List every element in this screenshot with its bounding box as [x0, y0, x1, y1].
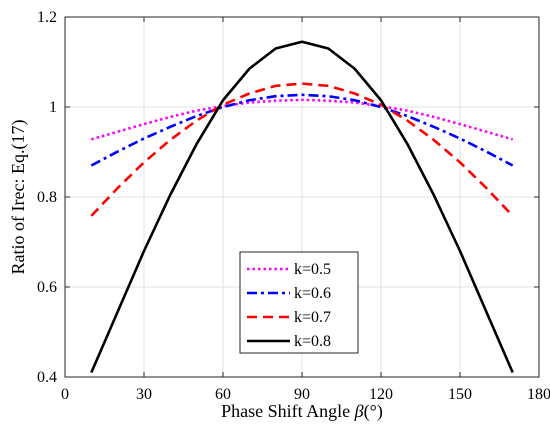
- series-line-k-0-8: [90, 40, 514, 374]
- x-tick-label: 90: [294, 386, 310, 403]
- x-tick-label: 150: [448, 386, 472, 403]
- x-axis-label: Phase Shift Angle β(°): [221, 401, 383, 422]
- legend: k=0.5 k=0.6 k=0.7 k=0.8: [239, 251, 359, 354]
- y-axis-label: Ratio of Irec: Eq.(17): [8, 120, 29, 275]
- series-line-k-0-7: [90, 82, 514, 217]
- legend-label: k=0.6: [294, 285, 331, 302]
- legend-label: k=0.5: [294, 261, 331, 278]
- x-tick-label: 60: [215, 386, 231, 403]
- y-tick-label: 0.8: [37, 189, 57, 206]
- y-tick-label: 0.4: [37, 369, 57, 386]
- y-tick-label: 0.6: [37, 279, 57, 296]
- x-axis-label-unit: (°): [364, 401, 383, 422]
- series-line-k-0-6: [90, 93, 514, 167]
- series-line-k-0-5: [90, 98, 514, 141]
- legend-label: k=0.8: [294, 333, 331, 350]
- x-tick-label: 0: [61, 386, 69, 403]
- x-tick-label: 30: [136, 386, 152, 403]
- x-axis-label-symbol: β: [354, 401, 364, 421]
- legend-label: k=0.7: [294, 309, 331, 326]
- ticks: [64, 16, 540, 378]
- x-tick-label: 120: [369, 386, 393, 403]
- x-tick-label: 180: [527, 386, 550, 403]
- y-tick-label: 1: [49, 99, 57, 116]
- x-axis-label-text: Phase Shift Angle: [221, 401, 355, 421]
- series-layer: [90, 40, 514, 374]
- y-tick-label: 1.2: [37, 9, 57, 26]
- tick-labels: 0 30 60 90 120 150 180 0.4 0.6 0.8 1 1.2: [37, 9, 550, 403]
